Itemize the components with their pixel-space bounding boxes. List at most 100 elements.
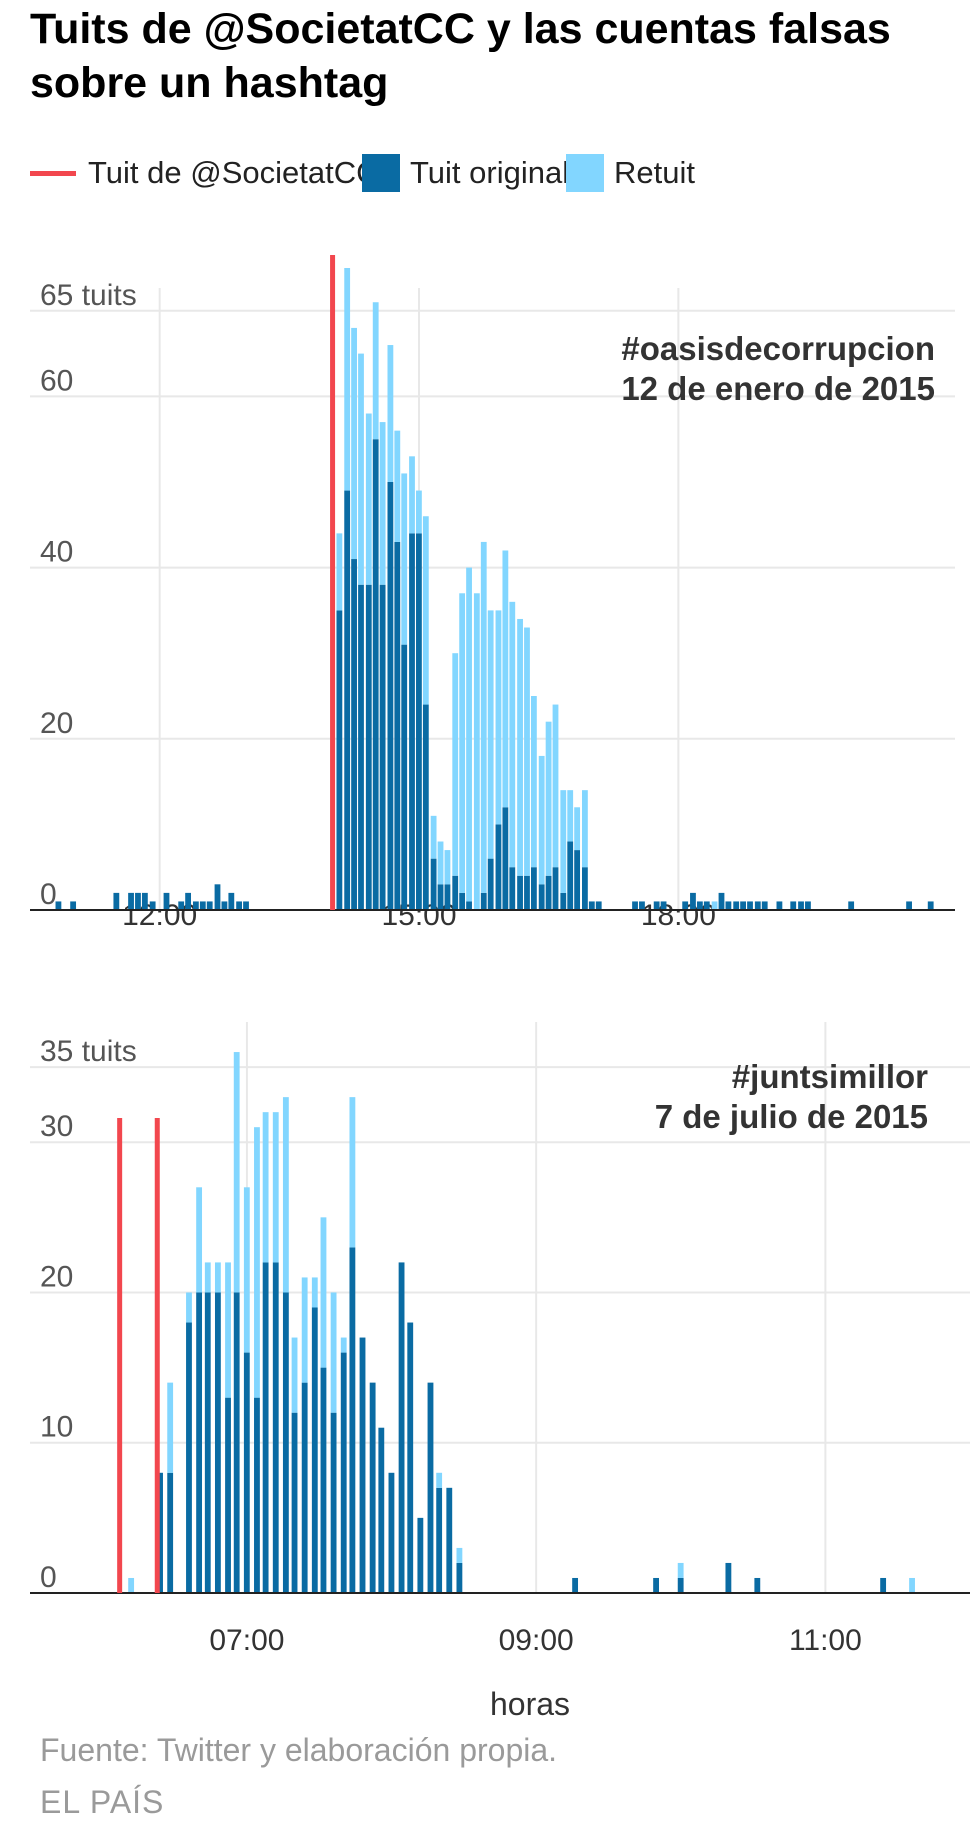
legend-label: Retuit (614, 155, 695, 190)
y-tick-label: 60 (40, 364, 73, 397)
bar-original (365, 584, 372, 910)
x-axis-label: horas (490, 1686, 570, 1722)
y-tick-label: 0 (40, 1561, 57, 1594)
bar-original (747, 901, 753, 910)
bar-retweet (545, 721, 552, 876)
bar-original (595, 901, 602, 910)
bar-retweet (358, 353, 364, 585)
bar-original (581, 867, 588, 910)
y-tick-label: 40 (40, 536, 73, 569)
bar-original (135, 892, 141, 910)
y-tick-label: 20 (40, 707, 73, 740)
bar-original (682, 901, 689, 910)
bar-original (236, 901, 243, 910)
bar-retweet (422, 516, 429, 705)
bar-original (906, 901, 912, 910)
hashtag-label: #juntsimillor (732, 1058, 928, 1095)
bar-original (754, 1577, 761, 1593)
y-tick-label: 20 (40, 1260, 73, 1293)
bar-original (199, 901, 206, 910)
bar-original (185, 892, 192, 910)
bar-retweet (214, 1262, 221, 1293)
bar-original (254, 1397, 260, 1593)
bar-original (359, 1337, 366, 1593)
bar-retweet (711, 901, 718, 910)
bar-original (192, 901, 199, 910)
bar-original (388, 1472, 395, 1593)
hashtag-label: #oasisdecorrupcion (621, 330, 935, 367)
bar-retweet (379, 422, 386, 585)
bar-retweet (487, 610, 494, 859)
bar-original (128, 892, 134, 910)
bar-original (480, 892, 487, 910)
bar-original (653, 901, 660, 910)
bar-original (113, 892, 120, 910)
bar-original (422, 704, 429, 910)
date-label: 7 de julio de 2015 (655, 1098, 928, 1135)
bar-original (262, 1262, 269, 1593)
bar-retweet (452, 653, 459, 876)
bar-original (848, 901, 855, 910)
legend-item-retweet: Retuit (566, 150, 695, 196)
bar-original (805, 901, 811, 910)
bar-original (502, 807, 509, 910)
bar-original (639, 901, 645, 910)
bar-original (204, 1292, 211, 1593)
bar-retweet (311, 1277, 318, 1308)
bar-retweet (401, 473, 408, 645)
bar-original (336, 610, 343, 910)
bar-retweet (351, 327, 357, 560)
bar-retweet (282, 1097, 289, 1293)
bar-original (927, 901, 934, 910)
bar-retweet (204, 1262, 211, 1293)
bar-retweet (560, 790, 567, 893)
bar-original (495, 824, 502, 910)
bar-retweet (436, 1472, 443, 1488)
date-label: 12 de enero de 2015 (621, 370, 935, 407)
chart-title: Tuits de @SocietatCC y las cuentas falsa… (30, 5, 891, 107)
bar-original (221, 901, 228, 910)
bar-retweet (909, 1577, 915, 1593)
bar-original (344, 490, 351, 910)
bar-original (552, 867, 559, 910)
bar-original (790, 901, 797, 910)
bar-retweet (495, 610, 502, 825)
bar-original (466, 901, 472, 910)
bar-original (141, 892, 148, 910)
bar-original (452, 875, 459, 910)
legend: Tuit de @SocietatCC Tuit original Retuit (30, 150, 970, 196)
bar-retweet (480, 541, 487, 893)
bar-original (446, 1487, 453, 1593)
bar-original (725, 1562, 732, 1593)
bar-original (761, 901, 768, 910)
bar-original (394, 541, 401, 910)
bar-original (725, 901, 732, 910)
bar-original (733, 901, 740, 910)
bar-original (330, 1412, 337, 1593)
bar-retweet (409, 456, 415, 534)
bar-original (653, 1577, 659, 1593)
bar-retweet (430, 815, 437, 859)
bar-original (243, 901, 249, 910)
bars (55, 268, 934, 910)
bar-original (696, 901, 703, 910)
bar-retweet (196, 1187, 203, 1293)
bar-retweet (320, 1217, 327, 1368)
bar-retweet (394, 430, 401, 542)
bar-original (407, 1322, 414, 1593)
y-tick-label: 30 (40, 1110, 73, 1143)
bar-retweet (524, 627, 530, 876)
bar-original (55, 901, 62, 910)
bar-original (798, 901, 804, 910)
bar-original (427, 1382, 434, 1593)
bar-original (517, 875, 523, 910)
bar-original (225, 1397, 231, 1593)
bar-original (677, 1577, 684, 1593)
x-tick-label: 09:00 (499, 1624, 574, 1657)
bar-retweet (677, 1562, 684, 1578)
y-tick-label: 10 (40, 1411, 73, 1444)
bar-retweet (574, 807, 581, 851)
bar-original (379, 584, 386, 910)
bar-retweet (167, 1382, 174, 1473)
